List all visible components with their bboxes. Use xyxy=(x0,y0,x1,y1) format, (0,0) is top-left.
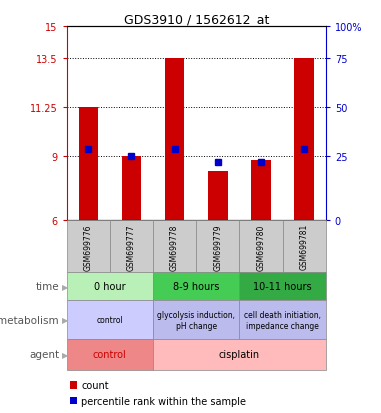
Text: GSM699776: GSM699776 xyxy=(84,223,93,270)
Text: ▶: ▶ xyxy=(61,316,68,325)
Bar xyxy=(78,108,98,221)
Text: ▶: ▶ xyxy=(61,282,68,291)
Bar xyxy=(251,161,271,221)
Bar xyxy=(295,59,314,221)
Bar xyxy=(208,171,227,221)
Text: control: control xyxy=(93,349,127,360)
Text: metabolism: metabolism xyxy=(0,315,59,325)
Text: GSM699780: GSM699780 xyxy=(256,223,266,270)
Text: agent: agent xyxy=(29,349,59,360)
Text: control: control xyxy=(96,316,123,325)
Text: count: count xyxy=(81,380,109,390)
Text: 10-11 hours: 10-11 hours xyxy=(253,282,312,292)
Text: 8-9 hours: 8-9 hours xyxy=(173,282,219,292)
Text: GSM699777: GSM699777 xyxy=(127,223,136,270)
Title: GDS3910 / 1562612_at: GDS3910 / 1562612_at xyxy=(123,13,269,26)
Bar xyxy=(122,156,141,221)
Text: cell death initiation,
impedance change: cell death initiation, impedance change xyxy=(244,311,321,330)
Text: time: time xyxy=(35,282,59,292)
Text: percentile rank within the sample: percentile rank within the sample xyxy=(81,396,246,406)
Text: GSM699779: GSM699779 xyxy=(213,223,222,270)
Text: ▶: ▶ xyxy=(61,350,68,359)
Text: glycolysis induction,
pH change: glycolysis induction, pH change xyxy=(157,311,235,330)
Bar xyxy=(165,59,184,221)
Text: GSM699778: GSM699778 xyxy=(170,223,179,270)
Text: GSM699781: GSM699781 xyxy=(300,224,309,270)
Text: cisplatin: cisplatin xyxy=(219,349,260,360)
Text: 0 hour: 0 hour xyxy=(94,282,126,292)
